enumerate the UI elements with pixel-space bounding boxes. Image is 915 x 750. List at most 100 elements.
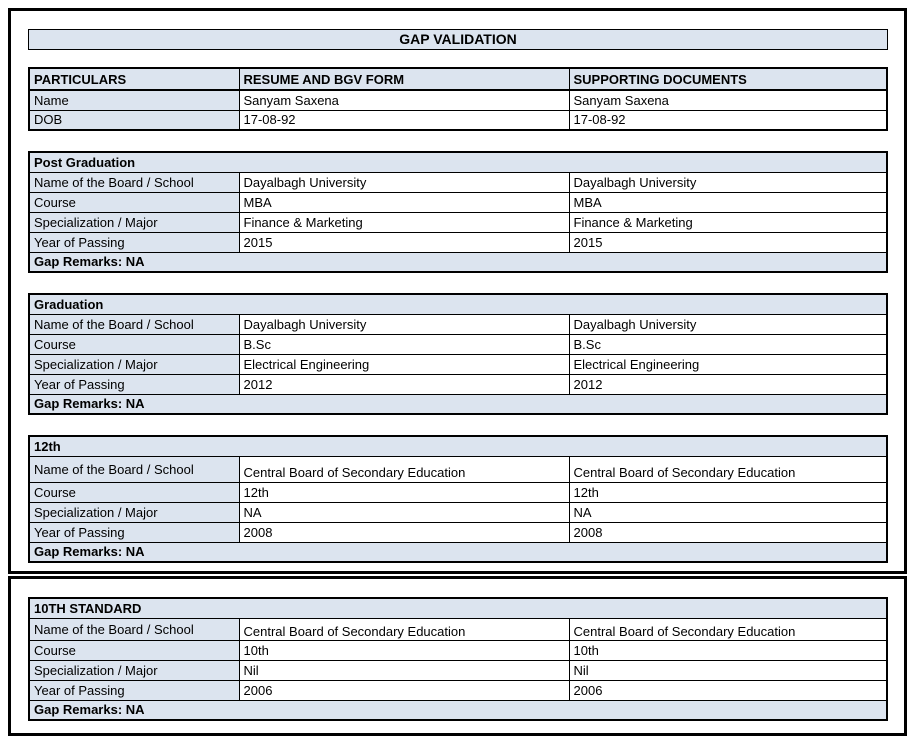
gap-remarks: Gap Remarks: NA xyxy=(28,393,888,415)
row-label: Year of Passing xyxy=(28,679,240,701)
cell-supporting: Finance & Marketing xyxy=(568,211,888,233)
cell-resume: MBA xyxy=(238,191,570,213)
row-label: Course xyxy=(28,639,240,661)
row-label: Year of Passing xyxy=(28,521,240,543)
row-label: Name of the Board / School xyxy=(28,617,240,641)
identity-table: PARTICULARS RESUME AND BGV FORM SUPPORTI… xyxy=(28,67,888,131)
table-row: Specialization / Major Nil Nil xyxy=(28,659,888,681)
gap-remarks-row: Gap Remarks: NA xyxy=(28,251,888,273)
cell-supporting: Electrical Engineering xyxy=(568,353,888,375)
cell-supporting: Sanyam Saxena xyxy=(568,89,888,111)
table-row: Name of the Board / School Dayalbagh Uni… xyxy=(28,171,888,193)
page-title: GAP VALIDATION xyxy=(28,29,888,50)
cell-supporting: B.Sc xyxy=(568,333,888,355)
cell-resume: Dayalbagh University xyxy=(238,313,570,335)
table-row: Specialization / Major Finance & Marketi… xyxy=(28,211,888,233)
cell-supporting: 12th xyxy=(568,481,888,503)
section-table-post-graduation: Post Graduation Name of the Board / Scho… xyxy=(28,151,888,273)
section-table-12th: 12th Name of the Board / School Central … xyxy=(28,435,888,563)
cell-supporting: Nil xyxy=(568,659,888,681)
document-frame-main: GAP VALIDATION PARTICULARS RESUME AND BG… xyxy=(8,8,907,574)
cell-supporting: Dayalbagh University xyxy=(568,313,888,335)
cell-resume: B.Sc xyxy=(238,333,570,355)
cell-supporting: Central Board of Secondary Education xyxy=(568,617,888,641)
section-heading: Graduation xyxy=(28,293,888,315)
gap-remarks-row: Gap Remarks: NA xyxy=(28,541,888,563)
row-label: Specialization / Major xyxy=(28,353,240,375)
cell-resume: Sanyam Saxena xyxy=(238,89,570,111)
gap-remarks-row: Gap Remarks: NA xyxy=(28,699,888,721)
cell-resume: 17-08-92 xyxy=(238,109,570,131)
cell-resume: 2006 xyxy=(238,679,570,701)
section-table-graduation: Graduation Name of the Board / School Da… xyxy=(28,293,888,415)
cell-supporting: Dayalbagh University xyxy=(568,171,888,193)
cell-resume: 12th xyxy=(238,481,570,503)
cell-resume: Nil xyxy=(238,659,570,681)
section-heading-row: Post Graduation xyxy=(28,151,888,173)
row-label: Name xyxy=(28,89,240,111)
row-label: Specialization / Major xyxy=(28,211,240,233)
table-row: Year of Passing 2015 2015 xyxy=(28,231,888,253)
table-row: Specialization / Major NA NA xyxy=(28,501,888,523)
column-header-resume: RESUME AND BGV FORM xyxy=(238,67,570,91)
cell-resume: 10th xyxy=(238,639,570,661)
cell-resume: 2008 xyxy=(238,521,570,543)
section-heading-row: 12th xyxy=(28,435,888,457)
row-label: Specialization / Major xyxy=(28,659,240,681)
cell-resume: Electrical Engineering xyxy=(238,353,570,375)
cell-supporting: NA xyxy=(568,501,888,523)
cell-supporting: 2015 xyxy=(568,231,888,253)
table-header-row: PARTICULARS RESUME AND BGV FORM SUPPORTI… xyxy=(28,67,888,91)
cell-resume: Finance & Marketing xyxy=(238,211,570,233)
row-label: Year of Passing xyxy=(28,373,240,395)
row-label: Course xyxy=(28,333,240,355)
section-heading: Post Graduation xyxy=(28,151,888,173)
cell-supporting: 2012 xyxy=(568,373,888,395)
table-row: Name of the Board / School Central Board… xyxy=(28,617,888,641)
gap-remarks-row: Gap Remarks: NA xyxy=(28,393,888,415)
section-table-10th-standard: 10TH STANDARD Name of the Board / School… xyxy=(28,597,888,721)
table-row: Course 10th 10th xyxy=(28,639,888,661)
cell-supporting: 2008 xyxy=(568,521,888,543)
section-heading: 12th xyxy=(28,435,888,457)
table-row: Name Sanyam Saxena Sanyam Saxena xyxy=(28,89,888,111)
table-row: Course 12th 12th xyxy=(28,481,888,503)
section-heading: 10TH STANDARD xyxy=(28,597,888,619)
row-label: Course xyxy=(28,481,240,503)
row-label: Name of the Board / School xyxy=(28,455,240,483)
column-header-particulars: PARTICULARS xyxy=(28,67,240,91)
cell-resume: 2015 xyxy=(238,231,570,253)
gap-remarks: Gap Remarks: NA xyxy=(28,541,888,563)
cell-resume: Dayalbagh University xyxy=(238,171,570,193)
cell-resume: 2012 xyxy=(238,373,570,395)
gap-remarks: Gap Remarks: NA xyxy=(28,251,888,273)
table-row: Specialization / Major Electrical Engine… xyxy=(28,353,888,375)
cell-supporting: 10th xyxy=(568,639,888,661)
cell-supporting: 2006 xyxy=(568,679,888,701)
table-row: DOB 17-08-92 17-08-92 xyxy=(28,109,888,131)
row-label: Name of the Board / School xyxy=(28,171,240,193)
row-label: Year of Passing xyxy=(28,231,240,253)
cell-resume: Central Board of Secondary Education xyxy=(238,617,570,641)
row-label: Course xyxy=(28,191,240,213)
table-row: Year of Passing 2012 2012 xyxy=(28,373,888,395)
column-header-supporting: SUPPORTING DOCUMENTS xyxy=(568,67,888,91)
cell-supporting: MBA xyxy=(568,191,888,213)
document-frame-10th-standard: 10TH STANDARD Name of the Board / School… xyxy=(8,576,907,736)
table-row: Name of the Board / School Central Board… xyxy=(28,455,888,483)
section-heading-row: Graduation xyxy=(28,293,888,315)
cell-supporting: 17-08-92 xyxy=(568,109,888,131)
table-row: Course MBA MBA xyxy=(28,191,888,213)
cell-supporting: Central Board of Secondary Education xyxy=(568,455,888,483)
table-row: Year of Passing 2006 2006 xyxy=(28,679,888,701)
row-label: Name of the Board / School xyxy=(28,313,240,335)
row-label: DOB xyxy=(28,109,240,131)
table-row: Course B.Sc B.Sc xyxy=(28,333,888,355)
table-row: Year of Passing 2008 2008 xyxy=(28,521,888,543)
row-label: Specialization / Major xyxy=(28,501,240,523)
cell-resume: NA xyxy=(238,501,570,523)
cell-resume: Central Board of Secondary Education xyxy=(238,455,570,483)
gap-remarks: Gap Remarks: NA xyxy=(28,699,888,721)
table-row: Name of the Board / School Dayalbagh Uni… xyxy=(28,313,888,335)
section-heading-row: 10TH STANDARD xyxy=(28,597,888,619)
